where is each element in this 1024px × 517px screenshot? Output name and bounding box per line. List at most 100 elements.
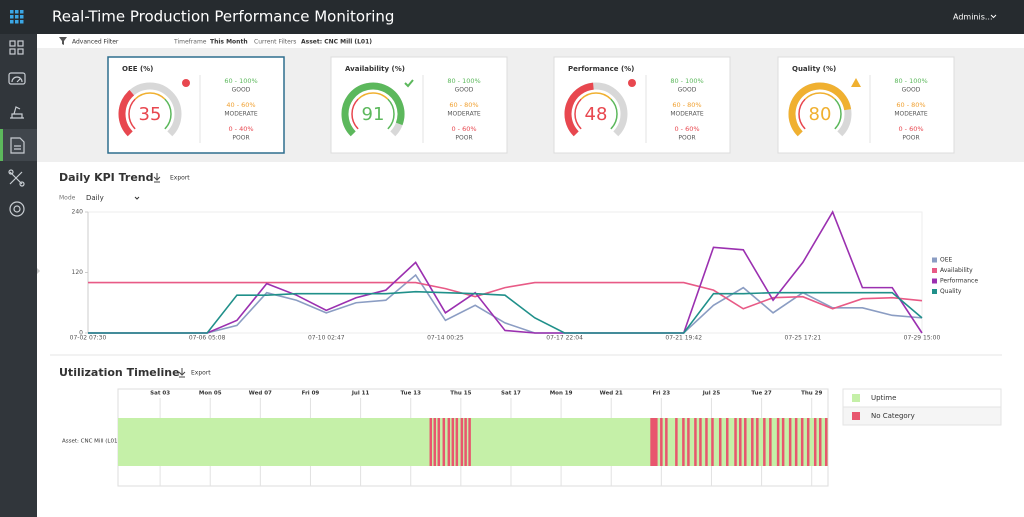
timeframe-value[interactable]: This Month bbox=[210, 39, 248, 46]
timeline-tick-label: Wed 07 bbox=[249, 391, 272, 397]
range-value: 80 - 100% bbox=[447, 77, 480, 85]
legend-label: Performance bbox=[940, 278, 978, 285]
no-category-segment bbox=[468, 418, 471, 466]
x-tick-label: 07-21 19:42 bbox=[665, 335, 702, 342]
sidebar-active bbox=[0, 129, 37, 161]
no-category-segment bbox=[776, 418, 780, 466]
x-tick-label: 07-14 00:25 bbox=[427, 335, 464, 342]
range-label: MODERATE bbox=[670, 111, 704, 118]
x-tick-label: 07-10 02:47 bbox=[308, 335, 345, 342]
kpi-value: 35 bbox=[139, 104, 162, 125]
range-value: 60 - 80% bbox=[896, 101, 925, 109]
kpi-name: Performance (%) bbox=[568, 65, 634, 73]
trend-export[interactable]: Export bbox=[170, 175, 190, 182]
export-icon[interactable] bbox=[153, 173, 161, 183]
nav-gauge[interactable] bbox=[8, 72, 26, 85]
export-icon[interactable] bbox=[178, 368, 186, 378]
uptime-bar bbox=[118, 418, 828, 466]
no-category-segment bbox=[806, 418, 810, 466]
gauge-scale bbox=[574, 98, 582, 130]
no-category-segment bbox=[711, 418, 714, 466]
no-category-segment bbox=[447, 418, 451, 466]
no-category-segment bbox=[718, 418, 722, 466]
kpi-card bbox=[553, 56, 731, 154]
range-value: 0 - 60% bbox=[898, 125, 923, 133]
timeline-tick-label: Mon 19 bbox=[550, 391, 573, 397]
gauge-value bbox=[341, 82, 405, 137]
gauge-scale bbox=[134, 92, 166, 100]
series-line bbox=[88, 210, 923, 334]
kpi-value: 91 bbox=[362, 104, 385, 125]
user-menu[interactable]: Adminis... bbox=[953, 13, 993, 22]
x-tick-label: 07-29 15:00 bbox=[904, 335, 941, 342]
nav-dashboard[interactable] bbox=[9, 40, 24, 55]
x-tick-label: 07-17 22:04 bbox=[546, 335, 583, 342]
no-category-segment bbox=[687, 418, 690, 466]
gauge-scale bbox=[610, 98, 618, 130]
no-category-segment bbox=[665, 418, 668, 466]
timeline-tick-label: Fri 23 bbox=[653, 391, 671, 397]
range-label: POOR bbox=[902, 135, 919, 142]
nav-machine[interactable] bbox=[10, 106, 24, 119]
kpi-card bbox=[330, 56, 508, 154]
no-category-segment bbox=[734, 418, 737, 466]
gauge-scale bbox=[351, 98, 359, 130]
no-category-segment bbox=[744, 418, 747, 466]
sidebar-toggle[interactable] bbox=[37, 268, 40, 274]
app-menu-icon[interactable] bbox=[10, 10, 24, 24]
legend-label: OEE bbox=[940, 257, 953, 264]
timeline-export[interactable]: Export bbox=[191, 370, 211, 377]
legend-swatch bbox=[852, 394, 860, 402]
range-value: 40 - 60% bbox=[226, 101, 255, 109]
status-alert bbox=[628, 79, 636, 87]
legend-swatch bbox=[932, 289, 937, 294]
legend-swatch bbox=[932, 268, 937, 273]
header-bar bbox=[0, 0, 1024, 34]
range-value: 60 - 80% bbox=[449, 101, 478, 109]
series-line bbox=[88, 281, 923, 310]
kpi-name: Availability (%) bbox=[345, 65, 405, 73]
sidebar bbox=[0, 34, 37, 517]
legend-swatch bbox=[852, 412, 860, 420]
x-tick-label: 07-06 05:08 bbox=[189, 335, 226, 342]
timeline-row-label: Asset: CNC Mill (L01) bbox=[62, 439, 120, 445]
no-category-segment bbox=[756, 418, 759, 466]
gauge-scale bbox=[580, 92, 612, 100]
filter-icon[interactable] bbox=[59, 37, 67, 45]
nav-settings[interactable] bbox=[9, 201, 25, 217]
gauge-scale bbox=[804, 92, 836, 100]
kpi-name: OEE (%) bbox=[122, 65, 153, 73]
advanced-filter[interactable]: Advanced Filter bbox=[72, 39, 119, 46]
legend-label: No Category bbox=[871, 412, 915, 420]
no-category-segment bbox=[650, 418, 657, 466]
timeline-tick-label: Sat 03 bbox=[150, 391, 170, 397]
status-check bbox=[404, 79, 414, 88]
timeline-tick-label: Thu 15 bbox=[450, 391, 471, 397]
no-category-segment bbox=[433, 418, 437, 466]
timeline-tick-label: Thu 29 bbox=[801, 391, 822, 397]
nav-report[interactable] bbox=[10, 137, 25, 154]
no-category-segment bbox=[751, 418, 754, 466]
gauge-scale bbox=[357, 92, 389, 100]
kpi-card bbox=[107, 56, 285, 154]
x-tick-label: 07-02 07:30 bbox=[70, 335, 107, 342]
series-line bbox=[88, 290, 923, 334]
timeline-tick-label: Mon 05 bbox=[199, 391, 222, 397]
range-label: GOOD bbox=[232, 87, 251, 94]
no-category-segment bbox=[769, 418, 772, 466]
y-tick-label: 120 bbox=[72, 269, 84, 276]
gauge-value bbox=[118, 90, 135, 137]
mode-select[interactable]: Daily bbox=[86, 194, 104, 202]
y-tick-label: 240 bbox=[72, 209, 84, 216]
no-category-segment bbox=[824, 418, 828, 466]
no-category-segment bbox=[429, 418, 433, 466]
current-filters-label: Current Filters bbox=[254, 39, 296, 46]
nav-tools[interactable] bbox=[8, 169, 25, 187]
no-category-segment bbox=[813, 418, 817, 466]
legend-row bbox=[842, 388, 1002, 408]
timeline-tick-label: Wed 21 bbox=[600, 391, 623, 397]
timeline-tick-label: Jul 25 bbox=[702, 391, 721, 397]
kpi-value: 48 bbox=[585, 104, 608, 125]
no-category-segment bbox=[725, 418, 729, 466]
